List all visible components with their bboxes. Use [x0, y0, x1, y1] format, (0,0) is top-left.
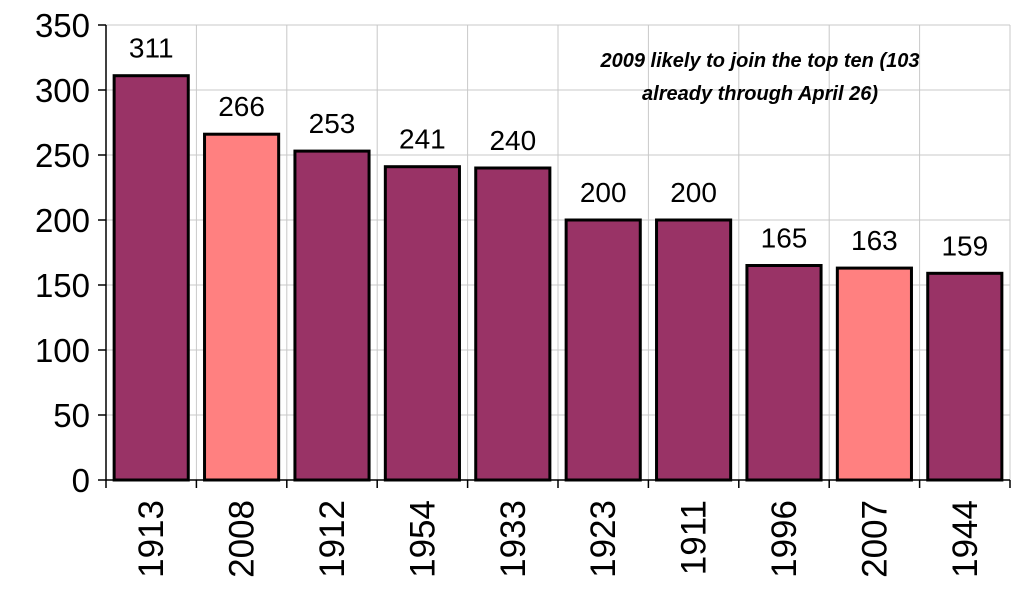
bar-1933	[474, 166, 552, 482]
data-label: 200	[580, 177, 627, 208]
y-tick-label: 350	[35, 7, 90, 44]
x-category-label: 2007	[855, 500, 894, 578]
bar-2007	[835, 266, 913, 482]
data-label: 159	[941, 230, 988, 261]
bar-1996	[745, 264, 823, 482]
bar-1912	[293, 149, 371, 482]
data-label: 163	[851, 225, 898, 256]
x-category-label: 2008	[223, 500, 262, 578]
data-label: 240	[489, 125, 536, 156]
x-category-label: 1933	[494, 500, 533, 578]
y-tick-label: 200	[35, 202, 90, 239]
bar-1923	[564, 218, 642, 482]
bar-1954	[383, 165, 461, 482]
annotation-line-1: 2009 likely to join the top ten (103	[600, 50, 920, 72]
bar-2008	[203, 132, 281, 482]
x-category-label: 1996	[765, 500, 804, 578]
data-label: 241	[399, 124, 446, 155]
x-category-label: 1911	[675, 500, 714, 575]
y-tick-label: 250	[35, 137, 90, 174]
labels: 0 50 100 150 200 250 300 350 311 1913 266 2008 253 19…	[35, 7, 988, 578]
data-label: 253	[309, 108, 356, 139]
x-category-label: 1954	[403, 500, 442, 578]
y-tick-label: 150	[35, 267, 90, 304]
x-category-label: 1923	[584, 500, 623, 578]
data-label: 311	[129, 33, 174, 64]
bars	[112, 74, 1004, 482]
bar-1911	[655, 218, 733, 482]
y-tick-label: 0	[72, 462, 90, 499]
data-label: 200	[670, 177, 717, 208]
bar-1944	[926, 271, 1004, 482]
data-label: 266	[218, 91, 265, 122]
x-category-label: 1944	[946, 500, 985, 578]
y-tick-label: 100	[35, 332, 90, 369]
data-label: 165	[761, 223, 808, 254]
x-category-label: 1913	[132, 500, 171, 578]
bar-1913	[112, 74, 190, 482]
annotation: 2009 likely to join the top ten (103 alr…	[600, 50, 920, 105]
x-category-label: 1912	[313, 500, 352, 578]
annotation-line-2: already through April 26)	[642, 83, 878, 105]
y-tick-label: 300	[35, 72, 90, 109]
y-tick-label: 50	[53, 397, 90, 434]
